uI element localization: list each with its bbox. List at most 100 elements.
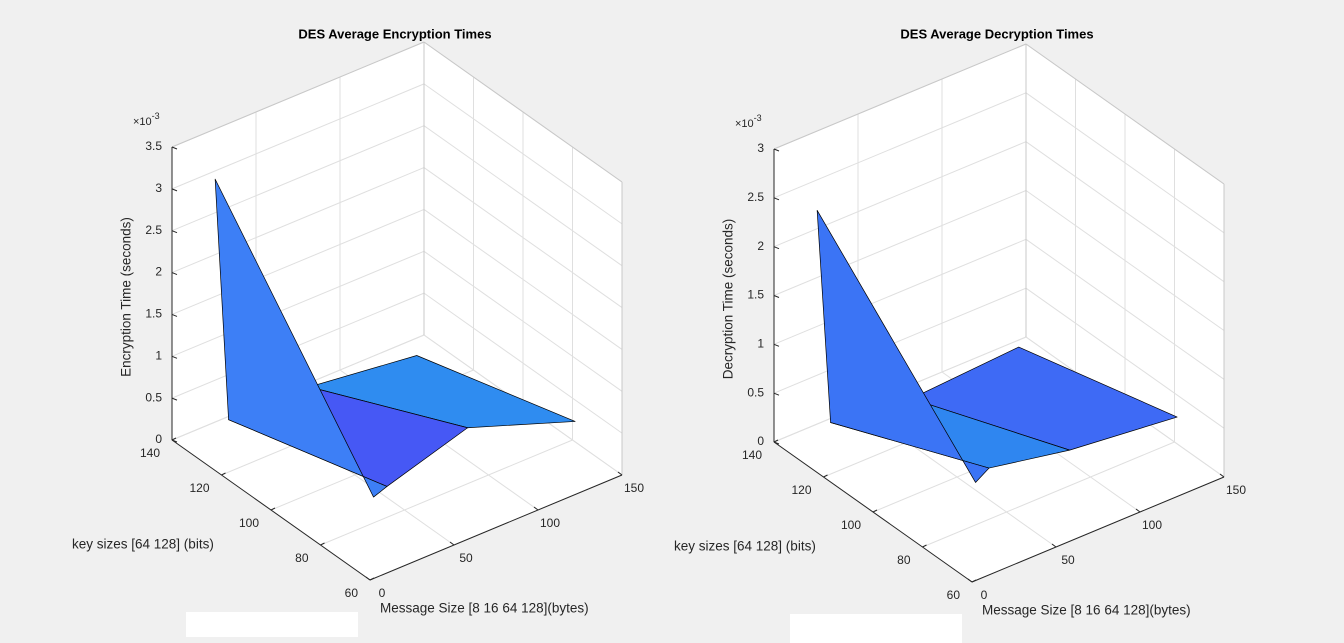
axis-line	[369, 474, 623, 581]
tick-mark	[171, 146, 178, 150]
z-axis-label: Encryption Time (seconds)	[119, 217, 134, 377]
z-tick-label: 1.5	[747, 288, 764, 302]
z-tick-label: 1.5	[145, 307, 162, 321]
grid-line	[1025, 141, 1225, 283]
z-tick-label: 2.5	[747, 190, 764, 204]
x-axis-label: Message Size [8 16 64 128](bytes)	[380, 601, 589, 616]
tick-mark	[967, 578, 973, 583]
tick-mark	[533, 506, 539, 511]
y-tick-label: 120	[189, 481, 209, 495]
surface-face	[214, 178, 388, 498]
grid-line	[1025, 238, 1225, 380]
grid-line	[773, 287, 1027, 394]
grid-line	[423, 125, 623, 267]
grid-line	[423, 167, 623, 308]
grid-line	[1025, 287, 1225, 429]
z-scale-base: ×10	[735, 118, 754, 130]
x-tick-label: 0	[981, 588, 988, 602]
box-edge	[171, 41, 425, 148]
y-axis-label: key sizes [64 128] (bits)	[674, 539, 816, 554]
chart-title: DES Average Encryption Times	[298, 26, 491, 41]
tick-mark	[773, 148, 780, 152]
grid-line	[1025, 190, 1225, 331]
tick-mark	[449, 541, 455, 546]
y-tick-label: 120	[791, 483, 811, 497]
grid-line	[1025, 92, 1225, 234]
grid-line	[773, 238, 1027, 345]
grid-line	[171, 167, 425, 274]
grid-line	[423, 250, 623, 392]
grid-line	[773, 190, 1027, 296]
tick-mark	[171, 313, 178, 317]
grid-line	[773, 141, 1027, 248]
z-tick-label: 3	[757, 141, 764, 155]
x-tick-label: 50	[1061, 553, 1075, 567]
tick-mark	[617, 471, 623, 476]
tick-mark	[171, 355, 178, 359]
x-tick-label: 50	[459, 551, 473, 565]
x-tick-label: 150	[1226, 483, 1246, 497]
tick-mark	[171, 437, 177, 441]
axis-line	[971, 476, 1225, 583]
z-scale-label: ×10-3	[133, 111, 160, 128]
tick-mark	[1051, 543, 1057, 548]
z-tick-label: 3	[155, 181, 162, 195]
box-edge	[1025, 43, 1225, 185]
z-scale-base: ×10	[133, 116, 152, 128]
z-scale-exponent: -3	[152, 111, 160, 121]
tick-mark	[971, 579, 977, 583]
z-tick-label: 0	[757, 434, 764, 448]
z-tick-label: 0.5	[747, 385, 764, 399]
z-tick-label: 0	[155, 432, 162, 446]
tick-mark	[823, 474, 828, 478]
grid-line	[423, 83, 623, 225]
z-tick-label: 2.5	[145, 223, 162, 237]
grid-line	[171, 250, 425, 357]
grid-line	[171, 208, 425, 315]
y-tick-label: 80	[897, 553, 911, 567]
y-axis-label: key sizes [64 128] (bits)	[72, 537, 214, 552]
grid-line	[320, 439, 573, 546]
tick-mark	[365, 576, 371, 581]
tick-mark	[773, 295, 780, 298]
grid-line	[171, 83, 425, 190]
y-tick-label: 140	[140, 446, 160, 460]
y-tick-label: 140	[742, 448, 762, 462]
tick-mark	[872, 509, 878, 513]
z-scale-exponent: -3	[754, 113, 762, 123]
z-tick-label: 3.5	[145, 139, 162, 153]
grid-line	[171, 125, 425, 232]
z-axis-label: Decryption Time (seconds)	[721, 219, 736, 380]
x-tick-label: 0	[379, 586, 386, 600]
tick-mark	[773, 197, 780, 201]
tick-mark	[171, 397, 178, 401]
y-tick-label: 100	[239, 516, 259, 530]
grid-line	[423, 209, 623, 350]
tick-mark	[773, 439, 779, 443]
blank-box	[790, 614, 962, 643]
grid-line	[423, 292, 623, 434]
tick-mark	[171, 188, 178, 192]
z-tick-label: 1	[757, 337, 764, 351]
tick-mark	[773, 441, 780, 445]
z-tick-label: 2	[757, 239, 764, 253]
tick-mark	[369, 577, 375, 581]
z-tick-label: 2	[155, 265, 162, 279]
tick-mark	[171, 230, 178, 234]
y-tick-label: 100	[841, 518, 861, 532]
tick-mark	[270, 507, 276, 511]
tick-mark	[773, 392, 780, 396]
x-axis-label: Message Size [8 16 64 128](bytes)	[982, 603, 1191, 618]
blank-box	[186, 612, 358, 637]
tick-mark	[773, 246, 780, 250]
tick-mark	[171, 272, 178, 276]
tick-mark	[1219, 473, 1225, 478]
y-tick-label: 80	[295, 551, 309, 565]
box-edge	[773, 43, 1027, 150]
x-tick-label: 100	[1142, 518, 1162, 532]
x-tick-label: 150	[624, 481, 644, 495]
z-tick-label: 1	[155, 348, 162, 362]
x-tick-label: 100	[540, 516, 560, 530]
